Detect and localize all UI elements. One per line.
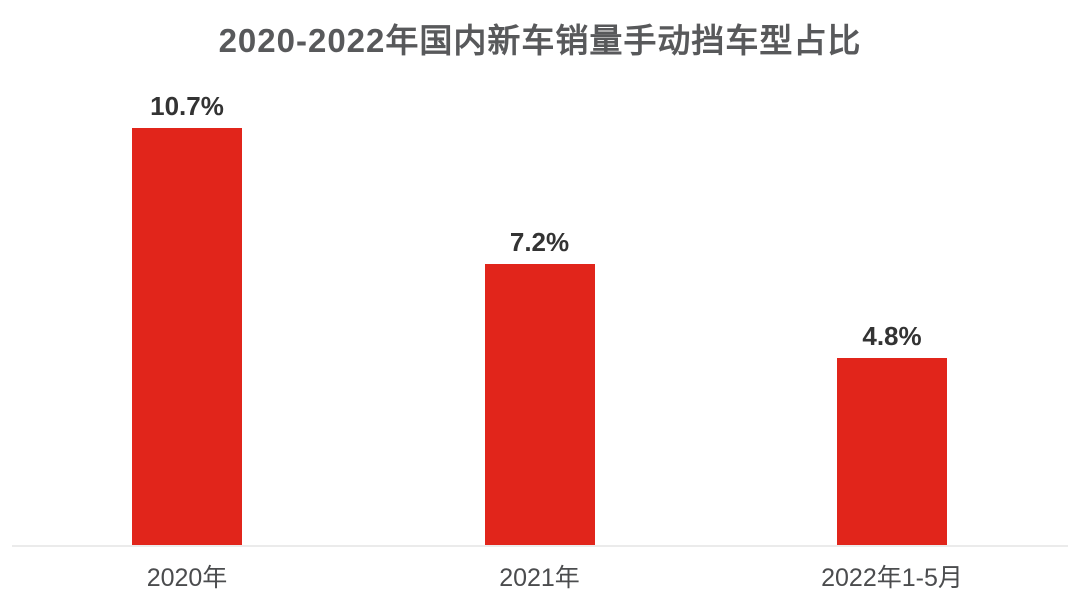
bar — [132, 128, 242, 545]
x-axis-line — [12, 545, 1068, 547]
value-label: 10.7% — [150, 91, 224, 121]
category-label: 2022年1-5月 — [821, 564, 963, 592]
chart-title: 2020-2022年国内新车销量手动挡车型占比 — [218, 22, 862, 59]
value-label: 7.2% — [509, 227, 570, 257]
category-label: 2020年 — [146, 564, 228, 592]
bar — [484, 264, 595, 545]
value-label: 4.8% — [862, 321, 922, 351]
bar — [837, 358, 947, 545]
category-label: 2021年 — [499, 564, 580, 592]
